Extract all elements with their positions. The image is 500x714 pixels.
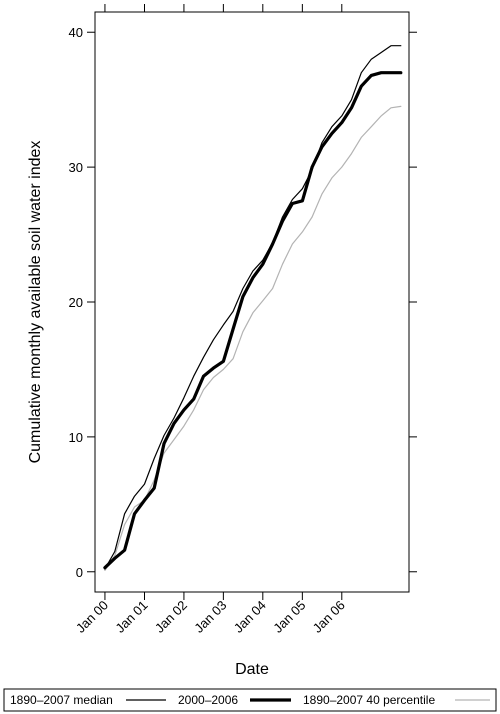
y-tick-label: 40 xyxy=(69,25,83,40)
series-line xyxy=(103,71,403,570)
x-tick-label: Jan 06 xyxy=(310,598,348,636)
y-tick-label: 20 xyxy=(69,295,83,310)
series-line xyxy=(104,105,402,572)
legend-label: 1890–2007 40 percentile xyxy=(303,693,435,707)
x-tick-label: Jan 05 xyxy=(270,598,308,636)
x-tick-label: Jan 00 xyxy=(73,598,111,636)
series-line xyxy=(104,45,402,570)
y-axis-ticks-left: 0 10 20 30 40 xyxy=(69,25,95,580)
legend-label: 2000–2006 xyxy=(178,693,238,707)
x-axis-title: Date xyxy=(235,661,269,678)
y-tick-label: 30 xyxy=(69,160,83,175)
x-axis-ticks-bottom: Jan 00 Jan 01 Jan 02 Jan 03 Jan 04 Jan 05 Jan … xyxy=(73,592,348,636)
series-layer xyxy=(103,45,403,572)
x-tick-label: Jan 04 xyxy=(231,598,269,636)
x-tick-label: Jan 01 xyxy=(112,598,150,636)
y-axis-ticks-right xyxy=(409,31,417,573)
y-tick-label: 10 xyxy=(69,430,83,445)
x-tick-label: Jan 02 xyxy=(152,598,190,636)
x-axis-ticks-top xyxy=(104,4,343,12)
y-tick-label: 0 xyxy=(76,565,83,580)
x-tick-label: Jan 03 xyxy=(191,598,229,636)
legend-items: 1890–2007 median 2000–2006 1890–2007 40 pe… xyxy=(10,693,490,707)
legend-label: 1890–2007 median xyxy=(10,693,113,707)
y-axis-title: Cumulative monthly available soil water … xyxy=(27,141,44,464)
legend: 1890–2007 median 2000–2006 1890–2007 40 pe… xyxy=(3,688,497,712)
